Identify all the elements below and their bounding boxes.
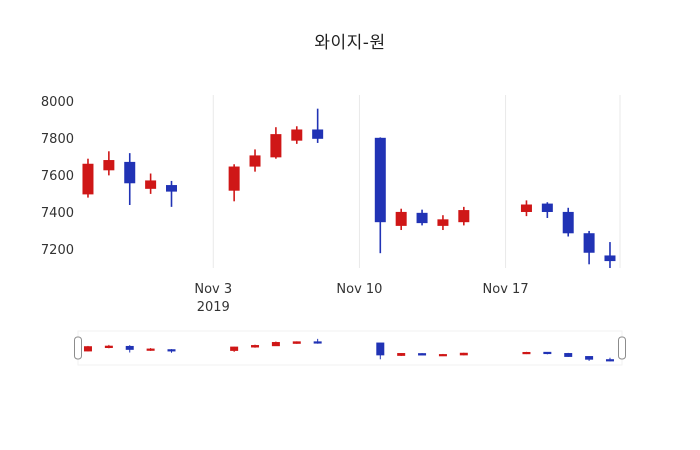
candle-body — [459, 352, 468, 356]
candlestick-increasing — [230, 346, 239, 352]
candlestick-increasing — [228, 164, 240, 202]
candle-body — [418, 353, 427, 356]
candle-body — [83, 346, 92, 352]
candlestick-decreasing — [167, 349, 176, 353]
y-tick-label: 7800 — [41, 132, 74, 147]
candle-body — [104, 345, 113, 349]
candle-body — [605, 359, 614, 362]
x-tick-label: Nov 17 — [483, 282, 529, 297]
candle-body — [397, 353, 406, 356]
candle-body — [564, 353, 573, 357]
y-tick-label: 7200 — [41, 243, 74, 258]
candlestick-increasing — [395, 208, 407, 231]
rangeslider-track[interactable] — [77, 330, 623, 366]
candle-body — [522, 351, 531, 355]
candlestick-increasing — [271, 341, 280, 347]
candle-body — [271, 342, 280, 347]
candle-body — [585, 356, 594, 360]
candlestick-decreasing — [562, 207, 574, 237]
rangeslider-handle-right[interactable] — [618, 336, 626, 360]
x-tick-year-label: 2019 — [197, 300, 230, 315]
candlestick-decreasing — [313, 338, 322, 344]
candlestick-increasing — [522, 351, 531, 355]
candle-body — [562, 211, 574, 234]
candle-body — [583, 233, 595, 253]
candle-body — [438, 354, 447, 357]
candlestick-decreasing — [125, 345, 134, 353]
candlestick-decreasing — [585, 356, 594, 361]
candle-body — [313, 341, 322, 344]
candle-body — [125, 345, 134, 350]
candle-body — [228, 166, 240, 191]
candle-body — [146, 348, 155, 351]
candlestick-decreasing — [564, 352, 573, 357]
candlestick-increasing — [520, 200, 532, 217]
candlestick-increasing — [249, 149, 261, 172]
candle-body — [103, 160, 115, 171]
candlestick-decreasing — [543, 351, 552, 355]
candlestick-increasing — [146, 348, 155, 351]
candlestick-increasing — [438, 353, 447, 357]
candle-body — [249, 155, 261, 167]
candlestick-decreasing — [418, 353, 427, 356]
candle-body — [167, 349, 176, 352]
candle-body — [541, 203, 553, 212]
candle-body — [376, 342, 385, 356]
candlestick-decreasing — [124, 153, 136, 206]
candle-body — [124, 161, 136, 184]
candle-body — [374, 137, 386, 223]
plot-canvas[interactable] — [80, 92, 620, 270]
candlestick-increasing — [437, 215, 449, 231]
candlestick-decreasing — [374, 137, 386, 254]
candle-body — [312, 129, 324, 139]
candle-body — [292, 341, 301, 344]
candle-body — [520, 204, 532, 212]
x-tick-label: Nov 3 — [194, 282, 232, 297]
candle-body — [291, 129, 303, 141]
candle-body — [251, 345, 260, 348]
chart-title: 와이지-원 — [314, 33, 386, 53]
candlestick-decreasing — [604, 242, 616, 268]
candle-body — [543, 351, 552, 355]
candlestick-increasing — [83, 345, 92, 352]
candlestick-increasing — [397, 353, 406, 357]
candlestick-decreasing — [605, 357, 614, 362]
x-tick-label: Nov 10 — [336, 282, 382, 297]
candlestick-decreasing — [541, 202, 553, 218]
candlestick-increasing — [292, 341, 301, 344]
candlestick-decreasing — [312, 108, 324, 143]
candlestick-increasing — [291, 126, 303, 144]
candlestick-decreasing — [416, 209, 428, 226]
candlestick-increasing — [251, 344, 260, 348]
candle-body — [82, 163, 94, 195]
candlestick-increasing — [82, 158, 94, 198]
candle-body — [270, 134, 282, 158]
y-tick-label: 8000 — [41, 95, 74, 110]
candlestick-decreasing — [376, 342, 385, 360]
y-tick-label: 7600 — [41, 169, 74, 184]
candlestick-increasing — [458, 206, 470, 226]
candle-body — [230, 346, 239, 351]
candle-body — [458, 210, 470, 223]
candlestick-decreasing — [166, 180, 177, 207]
candle-body — [166, 185, 177, 192]
candlestick-increasing — [145, 173, 157, 194]
rangeslider-handle-left[interactable] — [74, 336, 82, 360]
candle-body — [437, 219, 449, 226]
candle-body — [395, 211, 407, 226]
candlestick-increasing — [270, 127, 282, 159]
candle-body — [604, 255, 616, 262]
candlestick-increasing — [104, 344, 113, 349]
y-tick-label: 7400 — [41, 206, 74, 221]
candlestick-increasing — [459, 352, 468, 356]
candlestick-increasing — [103, 151, 115, 176]
candle-body — [145, 180, 157, 189]
candle-body — [416, 212, 428, 224]
candlestick-decreasing — [583, 230, 595, 265]
